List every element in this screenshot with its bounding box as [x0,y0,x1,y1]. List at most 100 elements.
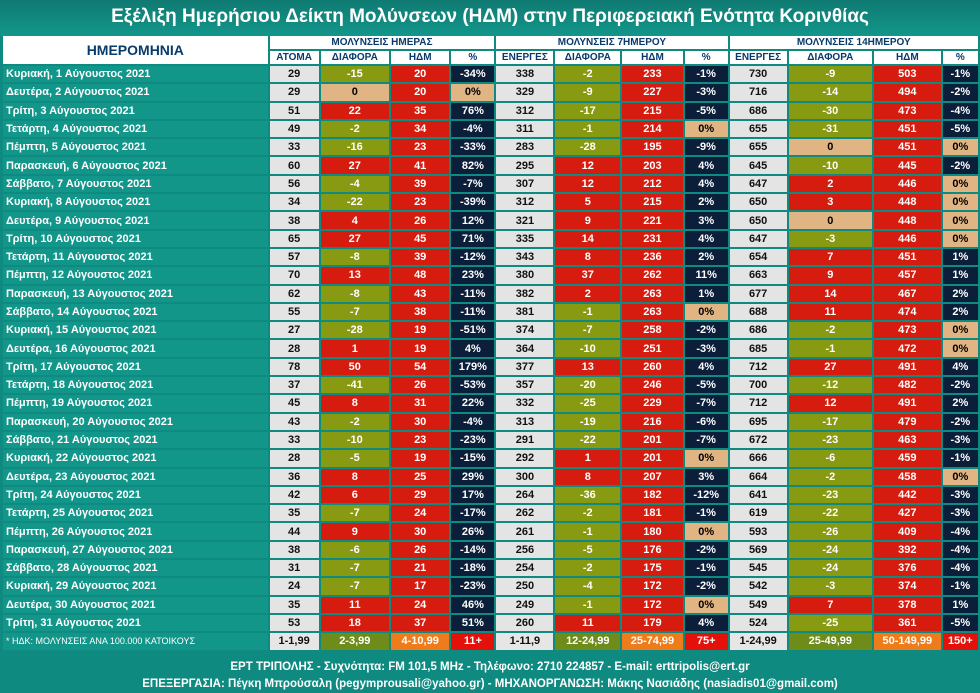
w7-energes: 377 [496,358,554,376]
w7-energes: 338 [496,66,554,83]
w7-hdm: 229 [622,395,683,412]
w14-pct: 1% [942,248,978,266]
row-date: Σάββατο, 14 Αύγουστος 2021 [3,303,268,321]
w14-hdm: 361 [873,614,941,632]
table-row: Τρίτη, 24 Αύγουστος 2021 42 6 29 17% 264 -36 18… [3,486,978,504]
w14-hdm: 474 [873,303,941,321]
w14-hdm: 458 [873,468,941,485]
day-diafora: -8 [320,285,389,302]
day-diafora: 8 [320,395,389,412]
day-diafora: -4 [320,175,389,193]
w14-diafora: 9 [788,267,872,284]
row-date: Πέμπτη, 26 Αύγουστος 2021 [3,523,268,540]
day-diafora: -8 [320,248,389,266]
day-diafora: 22 [320,102,389,119]
w7-energes: 250 [496,578,554,595]
day-diafora: 50 [320,358,389,376]
table-row: Τετάρτη, 25 Αύγουστος 2021 35 -7 24 -17% 262-… [3,505,978,522]
w14-diafora: 0 [788,139,872,156]
day-pct: -4% [451,413,495,430]
w14-pct: 2% [942,285,978,302]
w14-energes: 688 [729,303,787,321]
w14-energes: 549 [729,596,787,613]
day-atoma: 37 [269,377,319,394]
w7-hdm: 262 [622,267,683,284]
day-atoma: 35 [269,505,319,522]
w14-energes: 672 [729,431,787,449]
w14-diafora: 27 [788,358,872,376]
w14-pct: -5% [942,614,978,632]
w7-energes: 264 [496,486,554,504]
row-date: Σάββατο, 7 Αύγουστος 2021 [3,175,268,193]
w14-diafora: -23 [788,486,872,504]
w14-hdm: 409 [873,523,941,540]
w14-diafora: -31 [788,120,872,138]
w7-hdm: 201 [622,450,683,467]
day-diafora: -41 [320,377,389,394]
header-energes: ΕΝΕΡΓΕΣ [496,51,554,64]
w7-diafora: 12 [555,157,621,174]
w7-pct: 4% [684,358,728,376]
table-body: Κυριακή, 1 Αύγουστος 2021 29 -15 20 -34% 338-… [3,66,978,632]
w14-pct: -1% [942,450,978,467]
w14-energes: 695 [729,413,787,430]
w7-hdm: 263 [622,303,683,321]
day-pct: 23% [451,267,495,284]
w14-hdm: 378 [873,596,941,613]
w14-diafora: -9 [788,66,872,83]
row-date: Πέμπτη, 5 Αύγουστος 2021 [3,139,268,156]
day-diafora: -10 [320,431,389,449]
w14-pct: -1% [942,578,978,595]
row-date: Κυριακή, 8 Αύγουστος 2021 [3,194,268,211]
day-hdm: 29 [390,486,450,504]
w7-energes: 261 [496,523,554,540]
day-atoma: 70 [269,267,319,284]
w14-diafora: -3 [788,230,872,247]
day-hdm: 26 [390,377,450,394]
w7-pct: 4% [684,175,728,193]
day-pct: 82% [451,157,495,174]
w7-energes: 374 [496,322,554,339]
day-atoma: 60 [269,157,319,174]
row-date: Παρασκευή, 27 Αύγουστος 2021 [3,541,268,559]
w7-hdm: 212 [622,175,683,193]
day-diafora: 27 [320,230,389,247]
header-pct: % [684,51,728,64]
w7-diafora: -20 [555,377,621,394]
w14-pct: -2% [942,84,978,101]
w14-energes: 664 [729,468,787,485]
table-row: Δευτέρα, 30 Αύγουστος 2021 35 11 24 46% 249 -1… [3,596,978,613]
day-atoma: 35 [269,596,319,613]
row-date: Δευτέρα, 16 Αύγουστος 2021 [3,340,268,357]
day-hdm: 21 [390,560,450,577]
w14-hdm: 457 [873,267,941,284]
table-row: Κυριακή, 22 Αύγουστος 2021 28 -5 19 -15% 292 1… [3,450,978,467]
w14-pct: -5% [942,120,978,138]
w7-pct: -6% [684,413,728,430]
day-hdm: 38 [390,303,450,321]
day-hdm: 23 [390,139,450,156]
w7-energes: 260 [496,614,554,632]
day-pct: 22% [451,395,495,412]
w7-energes: 311 [496,120,554,138]
row-date: Δευτέρα, 9 Αύγουστος 2021 [3,212,268,229]
day-pct: 179% [451,358,495,376]
w14-pct: 0% [942,212,978,229]
w7-hdm: 246 [622,377,683,394]
header-pct: % [451,51,495,64]
w14-diafora: -10 [788,157,872,174]
header-diafora: ΔΙΑΦΟΡΑ [555,51,621,64]
day-diafora: -7 [320,560,389,577]
w14-hdm: 479 [873,413,941,430]
row-date: Σάββατο, 21 Αύγουστος 2021 [3,431,268,449]
day-diafora: -2 [320,413,389,430]
legend-14day-1: 1-24,99 [729,633,787,650]
day-atoma: 38 [269,541,319,559]
w7-hdm: 258 [622,322,683,339]
day-atoma: 55 [269,303,319,321]
w14-pct: -4% [942,560,978,577]
day-hdm: 37 [390,614,450,632]
day-pct: 0% [451,84,495,101]
w14-hdm: 451 [873,139,941,156]
